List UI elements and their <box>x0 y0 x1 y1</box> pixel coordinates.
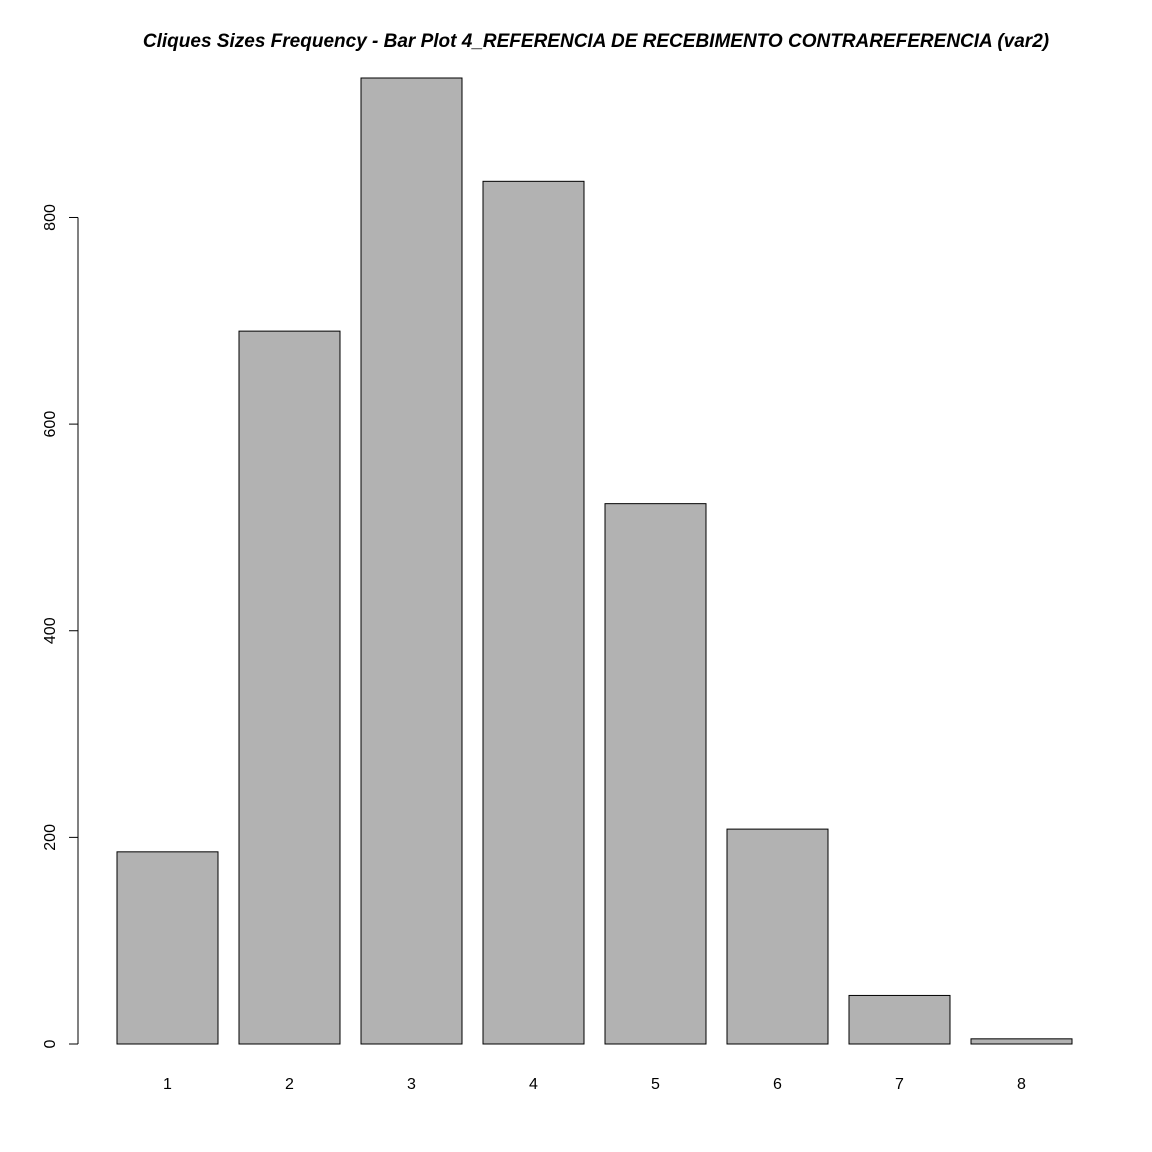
x-tick-label: 8 <box>1017 1076 1026 1093</box>
bar-8 <box>970 1038 1073 1045</box>
x-tick-label: 7 <box>895 1076 904 1093</box>
x-tick-label: 4 <box>529 1076 538 1093</box>
bar-2 <box>238 330 341 1045</box>
y-tick-label: 600 <box>42 411 59 438</box>
x-tick-label: 5 <box>651 1076 660 1093</box>
x-axis-labels: 1 2 3 4 5 6 7 8 <box>163 1076 1026 1093</box>
y-tick-label: 800 <box>42 204 59 231</box>
x-tick-label: 2 <box>285 1076 294 1093</box>
x-tick-label: 3 <box>407 1076 416 1093</box>
y-tick-label: 0 <box>42 1039 59 1048</box>
bar-7 <box>848 994 951 1045</box>
y-tick-label: 400 <box>42 617 59 644</box>
x-tick-label: 6 <box>773 1076 782 1093</box>
bar-4 <box>482 180 585 1045</box>
bar-5 <box>604 503 707 1045</box>
x-tick-label: 1 <box>163 1076 172 1093</box>
chart-title: Cliques Sizes Frequency - Bar Plot 4_REF… <box>143 31 1049 52</box>
bars <box>116 77 1073 1045</box>
bar-3 <box>360 77 463 1045</box>
bar-6 <box>726 828 829 1045</box>
y-tick-label: 200 <box>42 824 59 851</box>
bar-1 <box>116 851 219 1045</box>
y-axis: 0 200 400 600 800 <box>42 204 79 1048</box>
